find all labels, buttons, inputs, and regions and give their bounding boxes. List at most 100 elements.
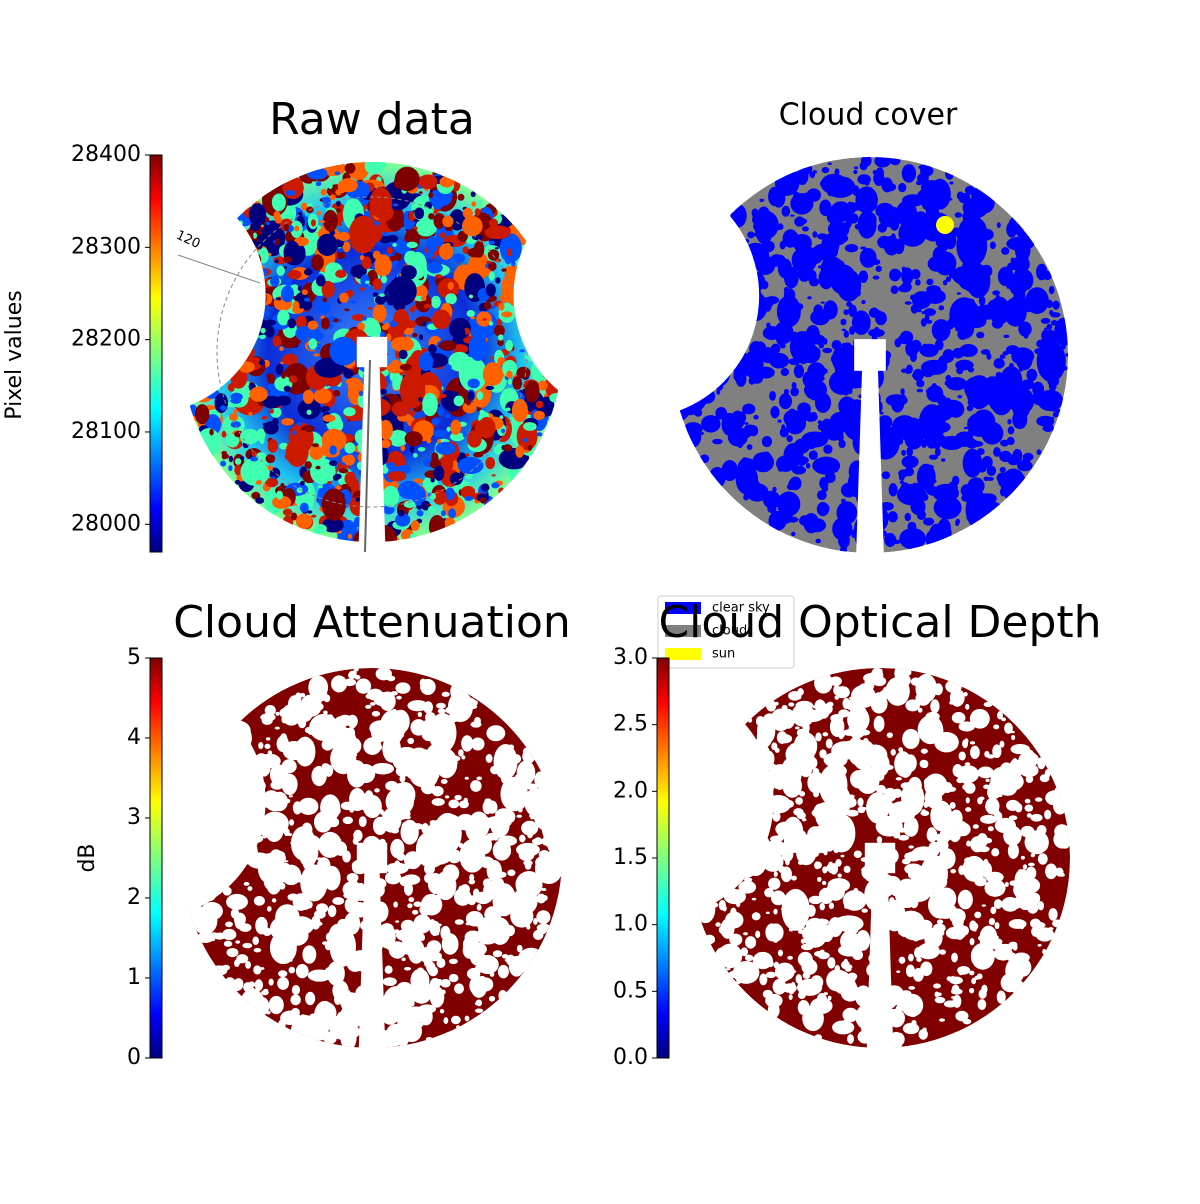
sky-blob	[916, 379, 925, 388]
sky-blob	[414, 207, 425, 220]
sky-blob	[1011, 734, 1016, 741]
sky-blob	[797, 991, 806, 1000]
sky-blob	[761, 435, 773, 448]
sky-blob	[863, 737, 869, 744]
sky-blob	[952, 763, 963, 777]
sky-blob	[536, 923, 551, 933]
sky-blob	[439, 340, 457, 351]
sky-blob	[488, 240, 495, 245]
sky-blob	[313, 811, 333, 833]
sky-blob	[344, 912, 361, 935]
sky-blob	[931, 319, 951, 342]
sky-blob	[307, 726, 315, 736]
sky-blob	[299, 502, 309, 513]
sky-blob	[1026, 368, 1038, 382]
sky-blob	[427, 505, 437, 513]
sky-blob	[889, 897, 895, 905]
sky-blob	[838, 540, 843, 544]
sky-blob	[462, 215, 483, 237]
sky-blob	[929, 479, 937, 484]
sky-blob	[469, 873, 475, 882]
sky-blob	[929, 797, 936, 801]
sky-blob	[844, 492, 852, 498]
sky-blob	[796, 811, 806, 820]
sky-blob	[961, 438, 969, 446]
sky-blob	[1030, 918, 1041, 929]
sky-blob	[321, 317, 330, 330]
sky-blob	[258, 359, 265, 366]
sky-blob	[1009, 880, 1018, 886]
sky-blob	[1006, 799, 1020, 811]
sky-blob	[948, 824, 962, 843]
sky-blob	[902, 728, 920, 750]
sky-blob	[263, 988, 268, 992]
sky-blob	[774, 769, 785, 784]
sky-blob	[536, 910, 551, 925]
sky-blob	[468, 334, 488, 361]
sky-blob	[374, 295, 386, 305]
sky-blob	[523, 860, 533, 866]
sky-blob	[773, 908, 778, 915]
sky-blob	[1040, 317, 1051, 324]
sky-blob	[485, 457, 496, 470]
sky-blob	[1019, 763, 1039, 778]
sky-blob	[1046, 323, 1053, 330]
sky-blob	[979, 191, 993, 200]
sky-blob	[981, 984, 988, 994]
sky-blob	[907, 1005, 919, 1018]
sky-blob	[964, 782, 976, 794]
sky-blob	[925, 369, 931, 375]
sky-blob	[209, 428, 214, 436]
sky-blob	[742, 973, 748, 979]
sky-blob	[1019, 403, 1029, 409]
sky-blob	[811, 824, 834, 854]
sky-blob	[398, 349, 408, 360]
sky-blob	[999, 354, 1006, 359]
sky-blob	[848, 696, 854, 700]
sky-blob	[476, 904, 482, 911]
sky-blob	[949, 297, 980, 332]
sky-blob	[950, 988, 963, 995]
sky-blob	[997, 711, 1003, 720]
sky-blob	[905, 1026, 913, 1032]
sky-blob	[467, 391, 475, 401]
sky-blob	[280, 733, 288, 744]
sky-blob	[418, 174, 438, 190]
legend-label: sun	[712, 647, 735, 662]
sky-blob	[969, 987, 975, 994]
sky-blob	[814, 392, 832, 413]
sky-blob	[382, 485, 400, 508]
sky-blob	[765, 911, 770, 915]
sky-blob	[814, 1034, 823, 1041]
sky-blob	[825, 738, 833, 749]
sky-blob	[722, 905, 727, 912]
sky-blob	[915, 673, 937, 703]
sky-blob	[382, 505, 395, 515]
sky-blob	[984, 879, 1006, 897]
sky-blob	[923, 801, 929, 808]
sky-blob	[393, 901, 398, 908]
sky-blob	[437, 708, 446, 714]
sky-blob	[490, 765, 500, 775]
sky-blob	[985, 476, 994, 481]
sky-blob	[978, 295, 986, 306]
sky-blob	[957, 965, 971, 975]
sky-blob	[751, 961, 759, 967]
sky-blob	[782, 983, 797, 994]
sky-blob	[385, 862, 409, 875]
sky-blob	[315, 465, 321, 470]
colorbar-label: Pixel values	[2, 290, 27, 419]
sky-blob	[1001, 717, 1007, 722]
sky-blob	[759, 198, 765, 202]
sky-blob	[777, 419, 782, 423]
mast-mask	[854, 339, 886, 371]
sky-blob	[281, 417, 295, 426]
sky-blob	[358, 816, 367, 828]
sky-blob	[445, 706, 457, 715]
sky-blob	[296, 487, 303, 494]
sky-blob	[480, 956, 488, 967]
sky-blob	[274, 726, 280, 730]
sky-blob	[476, 776, 483, 781]
sky-blob	[410, 719, 427, 736]
sky-blob	[985, 797, 1000, 815]
